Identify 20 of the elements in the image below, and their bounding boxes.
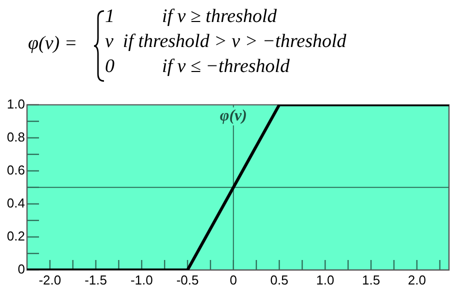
- x-tick-label: 2.0: [408, 272, 426, 288]
- y-tick-label: 0: [18, 262, 25, 277]
- x-tick-label: 1.0: [316, 272, 334, 288]
- chart-title: φ(v) =: [28, 33, 78, 55]
- y-tick-label: 0.6: [6, 162, 25, 178]
- x-tick-label: 0.5: [270, 272, 288, 288]
- y-tick-label: 0.4: [6, 196, 25, 210]
- x-tick-label: -2.0: [38, 272, 62, 288]
- x-tick-label: -1.0: [130, 272, 153, 288]
- text: 1 if v ≥ threshold: [105, 6, 277, 28]
- x-tick-label: 1.5: [362, 272, 380, 288]
- y-tick-label: 0.8: [6, 129, 25, 144]
- y-tick-label: 1.0: [6, 96, 25, 112]
- x-tick-label: 0: [230, 272, 238, 288]
- text: v if threshold > v > −threshold: [105, 31, 346, 53]
- x-tick-label: -1.5: [84, 272, 108, 288]
- x-tick-label: -0.5: [176, 272, 199, 288]
- text: 0 if v ≤ −threshold: [105, 56, 290, 78]
- annotation: φ(v): [220, 108, 247, 125]
- y-tick-label: 0.2: [6, 228, 25, 244]
